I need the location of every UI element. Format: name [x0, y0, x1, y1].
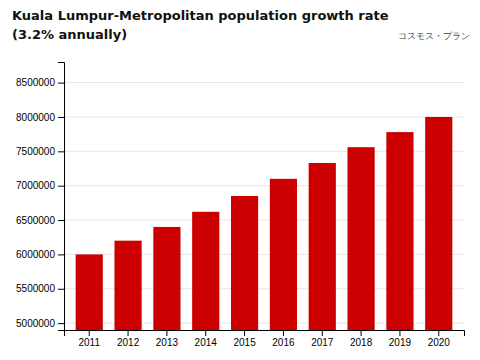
y-tick-mark — [58, 186, 64, 187]
x-tick-mark — [322, 330, 323, 336]
x-tick-mark — [283, 330, 284, 336]
y-tick-label: 8500000 — [16, 77, 55, 88]
x-tick-mark — [438, 330, 439, 336]
y-tick-label: 6000000 — [16, 249, 55, 260]
y-tick-label: 5500000 — [16, 283, 55, 294]
x-tick-label: 2020 — [428, 337, 451, 348]
x-tick: 2020 — [428, 330, 451, 348]
x-tick-label: 2018 — [350, 337, 373, 348]
bar — [309, 163, 336, 330]
x-tick-mark — [166, 330, 167, 336]
y-tick: 7000000 — [16, 180, 64, 191]
y-axis-line — [58, 63, 65, 331]
y-tick-mark — [58, 117, 64, 118]
bar — [153, 227, 180, 330]
x-tick: 2012 — [117, 330, 140, 348]
subtitle: (3.2% annually) — [12, 27, 127, 42]
bar — [76, 254, 103, 330]
plot: 5000000 5500000 6000000 6500000 7000000 75000… — [16, 63, 464, 349]
bar — [347, 147, 374, 330]
y-tick-mark — [58, 289, 64, 290]
bar — [386, 132, 413, 330]
grid-line — [64, 82, 464, 83]
annotation: コスモス・プラン — [398, 31, 470, 41]
bar — [270, 179, 297, 330]
x-tick-mark — [399, 330, 400, 336]
y-tick-label: 5000000 — [16, 318, 55, 329]
bars — [76, 117, 453, 330]
x-tick-label: 2011 — [78, 337, 100, 348]
y-tick: 6000000 — [16, 249, 64, 260]
y-axis: 5000000 5500000 6000000 6500000 7000000 75000… — [16, 63, 64, 331]
chart: Kuala Lumpur-Metropolitan population gro… — [0, 0, 480, 360]
x-tick: 2017 — [311, 330, 334, 348]
bar — [231, 196, 258, 330]
x-tick-label: 2016 — [272, 337, 295, 348]
x-tick: 2014 — [195, 330, 218, 348]
x-axis-line — [65, 331, 465, 337]
bar — [114, 241, 141, 330]
y-tick: 7500000 — [16, 146, 64, 157]
y-tick: 8500000 — [16, 77, 64, 88]
bar — [425, 117, 452, 330]
y-tick-label: 6500000 — [16, 215, 55, 226]
y-tick: 6500000 — [16, 215, 64, 226]
x-tick: 2011 — [78, 330, 100, 348]
x-tick: 2013 — [156, 330, 179, 348]
y-tick-mark — [58, 254, 64, 255]
y-tick-label: 7500000 — [16, 146, 55, 157]
y-tick-mark — [58, 83, 64, 84]
y-tick: 8000000 — [16, 112, 64, 123]
x-tick: 2015 — [233, 330, 256, 348]
x-tick-label: 2012 — [117, 337, 140, 348]
x-axis: 2011 2012 2013 2014 2015 2016 2017 2018 2019 2020 — [65, 330, 465, 348]
x-tick: 2019 — [389, 330, 412, 348]
x-tick: 2018 — [350, 330, 373, 348]
y-tick: 5500000 — [16, 283, 64, 294]
x-tick-label: 2013 — [156, 337, 179, 348]
x-tick-mark — [361, 330, 362, 336]
y-tick-label: 8000000 — [16, 112, 55, 123]
x-tick-label: 2015 — [233, 337, 256, 348]
y-tick-mark — [58, 323, 64, 324]
x-tick: 2016 — [272, 330, 295, 348]
y-tick-label: 7000000 — [16, 180, 55, 191]
grid-line — [64, 116, 464, 117]
y-tick-mark — [58, 151, 64, 152]
y-tick: 5000000 — [16, 318, 64, 329]
y-tick-mark — [58, 220, 64, 221]
x-tick-label: 2017 — [311, 337, 334, 348]
bar — [192, 212, 219, 330]
x-tick-mark — [205, 330, 206, 336]
x-tick-mark — [244, 330, 245, 336]
x-tick-mark — [89, 330, 90, 336]
title: Kuala Lumpur-Metropolitan population gro… — [12, 8, 389, 23]
x-tick-mark — [128, 330, 129, 336]
x-tick-label: 2014 — [195, 337, 218, 348]
x-tick-label: 2019 — [389, 337, 412, 348]
